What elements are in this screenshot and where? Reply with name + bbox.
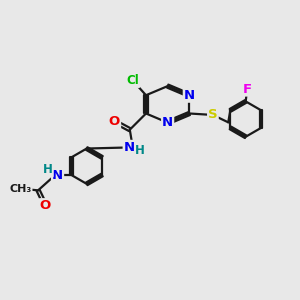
Text: O: O [109,115,120,128]
Text: H: H [135,144,145,158]
Text: N: N [184,89,195,102]
Text: H: H [43,163,53,176]
Text: Cl: Cl [126,74,139,87]
Text: S: S [208,109,218,122]
Text: CH₃: CH₃ [9,184,32,194]
Text: N: N [162,116,173,129]
Text: F: F [243,82,252,95]
Text: N: N [124,141,135,154]
Text: N: N [52,169,63,182]
Text: O: O [40,199,51,212]
